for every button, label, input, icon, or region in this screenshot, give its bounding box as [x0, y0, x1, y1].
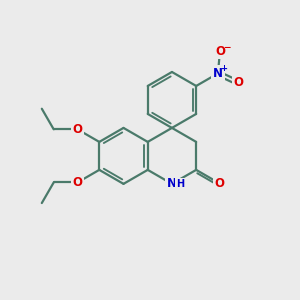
- Text: O: O: [73, 176, 82, 189]
- Text: N: N: [167, 177, 177, 190]
- Text: O: O: [215, 45, 225, 58]
- Text: O: O: [214, 177, 224, 190]
- Text: −: −: [223, 43, 230, 52]
- Text: N: N: [213, 67, 223, 80]
- Text: +: +: [220, 64, 227, 73]
- Text: O: O: [233, 76, 243, 89]
- Text: H: H: [176, 179, 184, 189]
- Text: O: O: [73, 123, 82, 136]
